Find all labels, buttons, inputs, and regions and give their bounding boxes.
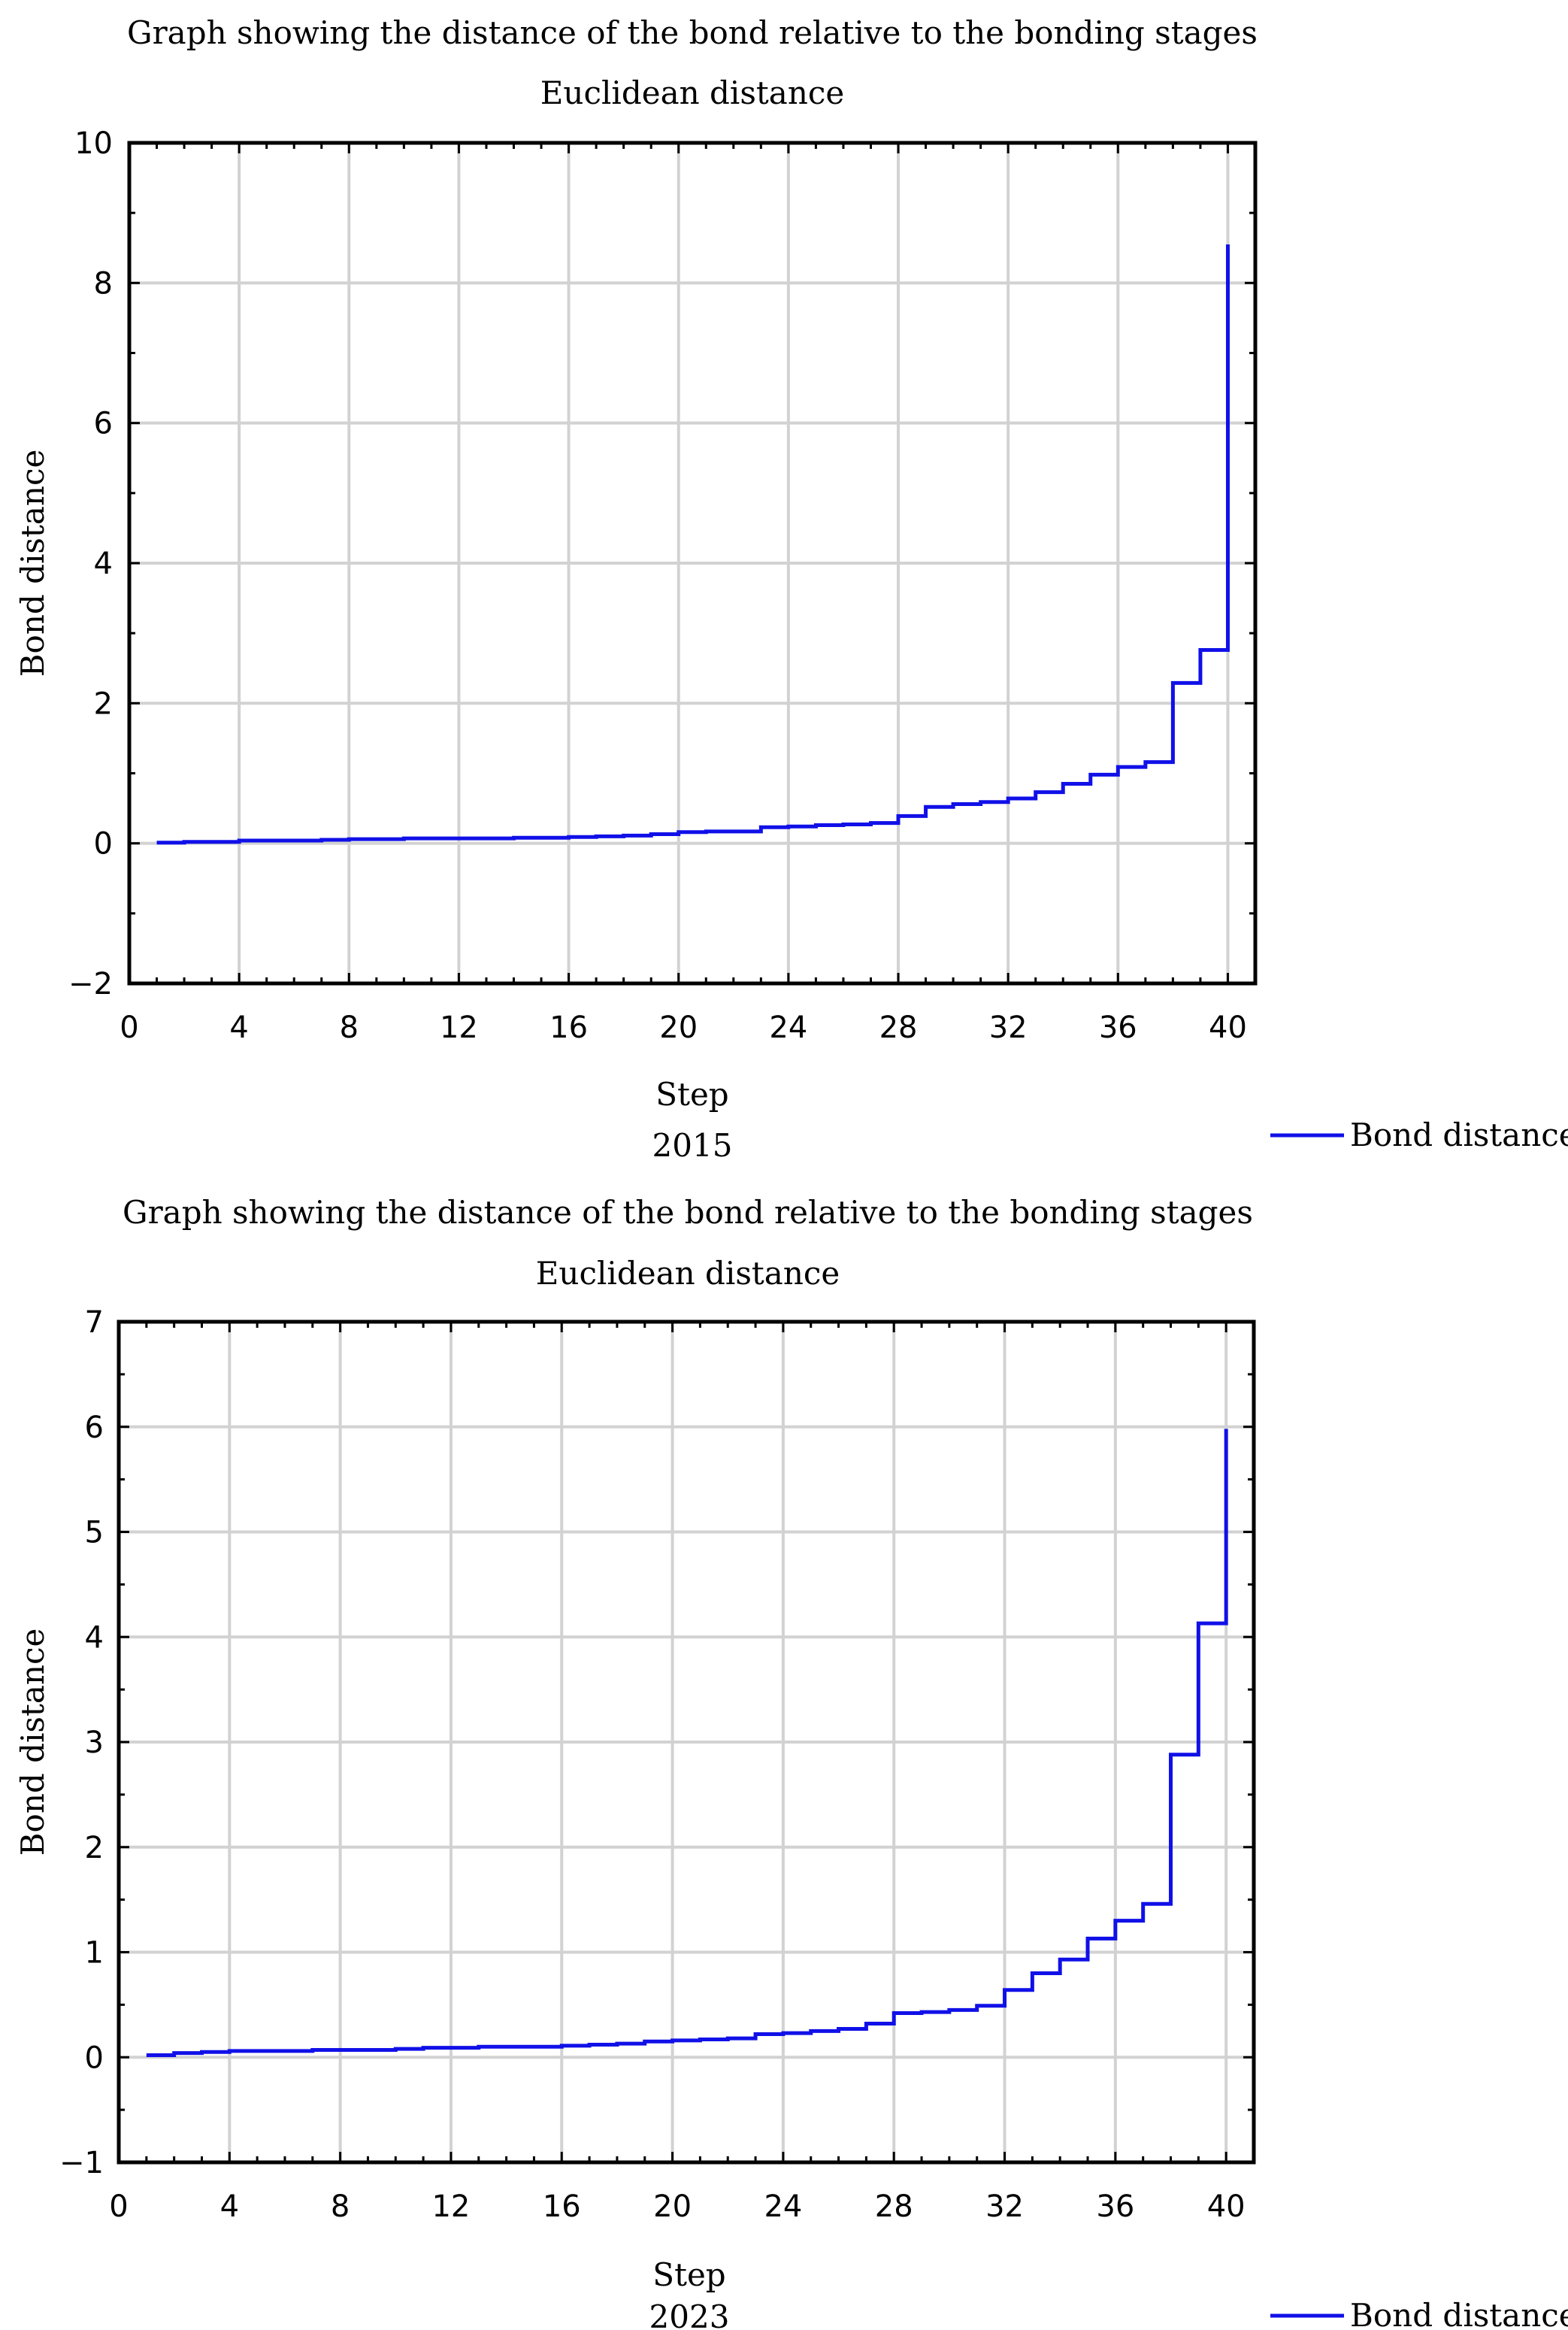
y-tick-label: 8 xyxy=(94,266,113,301)
x-tick-label: 20 xyxy=(653,2189,692,2224)
chart-caption: 2023 xyxy=(649,2298,730,2330)
y-tick-label: 7 xyxy=(85,1305,104,1340)
x-tick-label: 12 xyxy=(440,1010,478,1045)
series-line xyxy=(156,244,1230,845)
x-axis-label: Step xyxy=(652,2256,725,2293)
x-tick-label: 4 xyxy=(220,2189,239,2224)
y-tick-labels: −2 0 2 4 6 8 10 xyxy=(68,126,113,1001)
y-tick-label: −1 xyxy=(59,2146,104,2180)
x-tick-label: 0 xyxy=(109,2189,128,2224)
y-tick-label: −2 xyxy=(68,967,113,1001)
x-tick-label: 20 xyxy=(659,1010,698,1045)
y-tick-label: 10 xyxy=(74,126,113,161)
chart-2015: Graph showing the distance of the bond r… xyxy=(14,14,1568,1164)
y-tick-label: 6 xyxy=(85,1410,104,1445)
y-tick-label: 5 xyxy=(85,1516,104,1550)
chart-subtitle: Euclidean distance xyxy=(536,1255,840,1292)
plot-frame xyxy=(117,1320,1256,2165)
y-tick-label: 2 xyxy=(85,1831,104,1865)
x-tick-label: 24 xyxy=(764,2189,802,2224)
x-tick-label: 40 xyxy=(1209,1010,1247,1045)
legend-label: Bond distance xyxy=(1350,1117,1568,1153)
y-tick-label: 1 xyxy=(85,1936,104,1971)
chart-subtitle: Euclidean distance xyxy=(540,74,845,111)
y-tick-label: 3 xyxy=(85,1726,104,1760)
y-axis-label: Bond distance xyxy=(14,1629,51,1856)
y-tick-label: 4 xyxy=(85,1620,104,1655)
plot-frame xyxy=(127,141,1258,986)
x-tick-label: 40 xyxy=(1207,2189,1246,2224)
x-tick-label: 0 xyxy=(120,1010,138,1045)
gridlines xyxy=(128,141,1255,985)
y-tick-label: 4 xyxy=(94,547,113,581)
x-tick-label: 8 xyxy=(340,1010,359,1045)
x-tick-label: 36 xyxy=(1099,1010,1137,1045)
x-tick-label: 32 xyxy=(989,1010,1028,1045)
y-tick-labels: −1 0 1 2 3 4 5 6 7 xyxy=(59,1305,104,2180)
x-tick-label: 4 xyxy=(229,1010,248,1045)
y-axis-label: Bond distance xyxy=(14,450,51,677)
x-tick-labels: 0 4 8 12 16 20 24 28 32 36 40 xyxy=(109,2189,1245,2224)
legend: Bond distance xyxy=(1270,1117,1568,1153)
y-tick-label: 2 xyxy=(94,686,113,721)
chart-title: Graph showing the distance of the bond r… xyxy=(123,1194,1253,1231)
gridlines xyxy=(117,1320,1254,2164)
x-tick-label: 12 xyxy=(431,2189,470,2224)
x-tick-label: 28 xyxy=(875,2189,913,2224)
y-tick-label: 0 xyxy=(94,827,113,862)
x-tick-label: 16 xyxy=(549,1010,588,1045)
legend: Bond distance xyxy=(1270,2297,1568,2330)
x-tick-label: 28 xyxy=(879,1010,918,1045)
chart-2023: Graph showing the distance of the bond r… xyxy=(14,1194,1568,2330)
series-bond-distance xyxy=(146,1429,1228,2057)
series-bond-distance xyxy=(156,244,1230,845)
y-tick-label: 6 xyxy=(94,407,113,441)
x-tick-label: 36 xyxy=(1096,2189,1134,2224)
y-tick-label: 0 xyxy=(85,2041,104,2075)
x-tick-label: 16 xyxy=(543,2189,581,2224)
x-axis-label: Step xyxy=(655,1076,728,1113)
x-tick-labels: 0 4 8 12 16 20 24 28 32 36 40 xyxy=(120,1010,1247,1045)
x-tick-label: 24 xyxy=(769,1010,807,1045)
series-line xyxy=(146,1429,1228,2057)
chart-caption: 2015 xyxy=(652,1127,733,1164)
legend-label: Bond distance xyxy=(1350,2297,1568,2330)
chart-title: Graph showing the distance of the bond r… xyxy=(127,14,1258,51)
x-tick-label: 8 xyxy=(331,2189,350,2224)
x-tick-label: 32 xyxy=(985,2189,1024,2224)
